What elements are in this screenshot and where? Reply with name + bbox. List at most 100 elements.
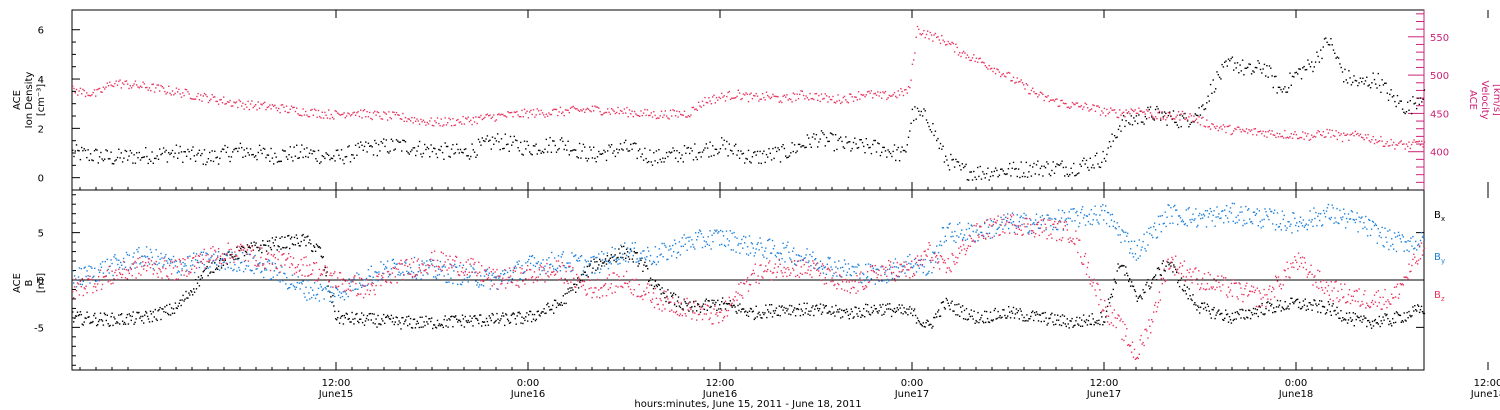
by-point [649,260,651,262]
velocity-point [709,100,711,102]
velocity-point [1243,130,1245,132]
by-point [164,256,166,258]
by-point [1159,215,1162,217]
ion-density-point [1293,76,1295,78]
by-point [1115,228,1117,230]
ion-density-point [1070,167,1072,169]
ion-density-point [518,150,521,152]
by-point [1167,204,1169,206]
bx-point [109,324,111,327]
by-point [957,223,959,226]
velocity-point [1387,145,1390,147]
ion-density-point [168,152,170,154]
bx-point [1142,289,1144,291]
bx-point [799,314,802,317]
ion-density-point [627,150,629,152]
ion-density-point [197,152,199,154]
ion-density-point [185,155,188,157]
bx-point [537,310,539,312]
ion-density-point [846,142,848,144]
bx-point [529,310,532,313]
bx-point [1321,300,1323,302]
by-point [305,286,307,288]
bx-point [546,304,548,306]
by-point [640,252,642,254]
by-point [905,261,907,263]
ion-density-point [649,149,651,151]
velocity-point [183,94,185,97]
bx-point [688,310,690,312]
ion-density-point [722,144,724,146]
bx-point [944,308,946,310]
bx-point [949,308,951,311]
velocity-point [889,95,892,97]
velocity-point [616,111,618,114]
bx-point [897,309,899,311]
bx-point [321,256,323,259]
ion-density-point [1174,121,1176,124]
velocity-point [1197,121,1199,124]
ion-density-point [178,152,180,154]
bx-point [1111,295,1114,298]
by-point [669,245,671,247]
velocity-point [372,112,375,114]
bx-point [935,313,937,315]
by-point [678,241,681,243]
bx-point [982,320,984,323]
bx-point [807,313,809,315]
ion-density-point [1105,160,1107,162]
ion-density-point [975,178,978,181]
velocity-point [1239,128,1241,131]
velocity-point [642,112,645,114]
by-point [954,230,956,233]
by-point [904,272,906,274]
bx-point [1120,265,1122,267]
bx-point [824,305,826,307]
top-right-y-tick-label: 550 [1430,33,1449,44]
bx-point [959,315,961,317]
ion-density-point [380,140,382,143]
by-point [1166,216,1168,218]
by-point [607,267,610,270]
by-point [666,258,668,261]
bx-point [1013,317,1016,319]
velocity-point [1070,106,1072,108]
bx-point [121,320,124,322]
velocity-point [116,84,119,86]
velocity-point [96,89,98,91]
ion-density-point [433,147,435,149]
velocity-point [795,99,797,102]
by-point [315,294,318,296]
by-point [774,254,777,257]
velocity-point [732,97,734,99]
bx-point [1313,299,1315,301]
velocity-point [937,36,939,38]
velocity-point [481,118,483,121]
by-point [484,270,487,273]
bx-point [975,319,977,322]
bx-point [356,312,358,315]
velocity-point [72,85,74,87]
ion-density-point [207,158,210,160]
velocity-point [417,120,419,122]
ion-density-point [484,140,486,143]
ion-density-point [175,144,178,146]
bx-point [1340,310,1342,312]
ion-density-point [342,159,344,161]
by-point [1132,256,1135,258]
by-point [375,271,377,273]
by-point [378,271,380,273]
bx-point [1285,308,1287,310]
bx-point [133,323,135,325]
bottom-y-tick-label: 5 [38,229,44,240]
velocity-point [1378,140,1381,142]
velocity-point [689,116,691,118]
by-point [86,270,88,272]
bx-point [1162,260,1164,262]
by-point [496,288,498,290]
velocity-point [485,114,487,116]
velocity-point [1190,115,1193,117]
velocity-point [1048,100,1050,103]
by-point [665,246,667,248]
bx-point [1101,316,1103,318]
